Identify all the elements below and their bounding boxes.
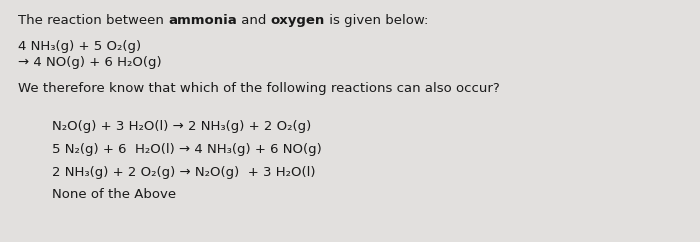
Text: oxygen: oxygen — [270, 14, 325, 27]
Text: → 4 NO(g) + 6 H₂O(g): → 4 NO(g) + 6 H₂O(g) — [18, 56, 162, 69]
Text: ammonia: ammonia — [168, 14, 237, 27]
Text: None of the Above: None of the Above — [52, 188, 176, 201]
Text: N₂O(g) + 3 H₂O(l) → 2 NH₃(g) + 2 O₂(g): N₂O(g) + 3 H₂O(l) → 2 NH₃(g) + 2 O₂(g) — [52, 120, 312, 133]
Text: and: and — [237, 14, 270, 27]
Text: 5 N₂(g) + 6  H₂O(l) → 4 NH₃(g) + 6 NO(g): 5 N₂(g) + 6 H₂O(l) → 4 NH₃(g) + 6 NO(g) — [52, 143, 322, 156]
Text: We therefore know that which of the following reactions can also occur?: We therefore know that which of the foll… — [18, 82, 500, 95]
Text: 2 NH₃(g) + 2 O₂(g) → N₂O(g)  + 3 H₂O(l): 2 NH₃(g) + 2 O₂(g) → N₂O(g) + 3 H₂O(l) — [52, 166, 316, 179]
Text: is given below:: is given below: — [325, 14, 428, 27]
Text: The reaction between: The reaction between — [18, 14, 168, 27]
Text: 4 NH₃(g) + 5 O₂(g): 4 NH₃(g) + 5 O₂(g) — [18, 40, 141, 53]
